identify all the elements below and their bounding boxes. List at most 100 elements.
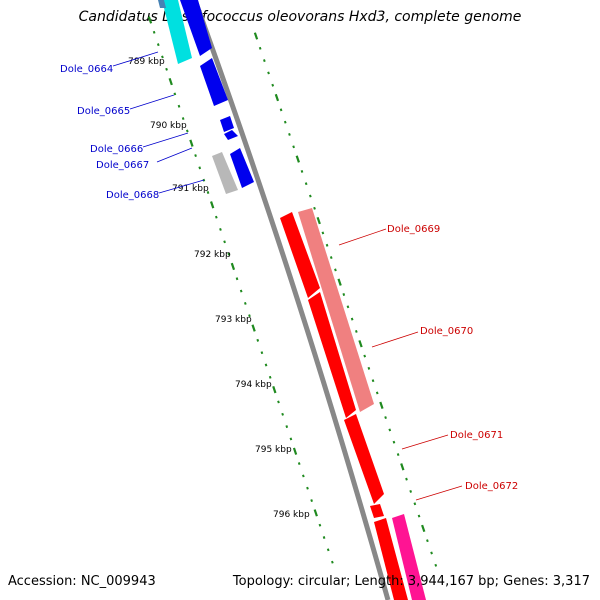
minor-tick <box>350 317 354 321</box>
gene-feature-blue-0667[interactable] <box>224 130 238 140</box>
minor-tick <box>260 351 264 355</box>
minor-tick <box>409 489 413 493</box>
minor-tick <box>288 133 291 136</box>
outer-tick-ring <box>253 32 438 567</box>
minor-tick <box>256 338 260 342</box>
major-tick <box>230 262 236 271</box>
leader-line <box>158 179 205 194</box>
gene-feature-red-0670[interactable] <box>308 292 356 418</box>
scale-label: 790 kbp <box>150 121 187 131</box>
minor-tick <box>371 379 375 383</box>
gene-labels-left: Dole_0664 Dole_0665 Dole_0666 Dole_0667 … <box>60 51 205 201</box>
gene-feature-red-0669[interactable] <box>280 212 320 298</box>
major-tick <box>210 201 215 209</box>
gene-feature-blue-0664[interactable] <box>180 0 212 56</box>
minor-tick <box>326 548 330 552</box>
major-tick <box>379 401 384 409</box>
gene-label-dole-0668[interactable]: Dole_0668 <box>106 190 159 201</box>
minor-tick <box>271 83 275 87</box>
leader-line <box>371 331 419 348</box>
leader-line <box>156 147 193 163</box>
minor-tick <box>267 71 270 75</box>
gene-label-dole-0671[interactable]: Dole_0671 <box>450 430 503 441</box>
minor-tick <box>396 453 400 456</box>
gene-feature-steelblue[interactable] <box>158 0 166 8</box>
minor-tick <box>313 206 316 210</box>
major-tick <box>313 509 318 517</box>
gene-label-dole-0672[interactable]: Dole_0672 <box>465 481 518 492</box>
gene-label-dole-0667[interactable]: Dole_0667 <box>96 160 149 171</box>
major-tick <box>316 216 321 225</box>
minor-tick <box>279 108 283 112</box>
minor-tick <box>292 145 295 149</box>
gene-label-dole-0665[interactable]: Dole_0665 <box>77 106 130 117</box>
gene-label-dole-0666[interactable]: Dole_0666 <box>90 144 143 155</box>
minor-tick <box>173 92 177 96</box>
minor-tick <box>405 477 408 481</box>
minor-tick <box>363 354 367 358</box>
gene-feature-salmon-0669[interactable] <box>298 208 374 412</box>
scale-label: 794 kbp <box>235 380 272 390</box>
major-tick <box>272 385 277 394</box>
minor-tick <box>181 117 185 121</box>
minor-tick <box>152 30 156 34</box>
gene-feature-blue-0665[interactable] <box>200 58 228 106</box>
minor-tick <box>161 55 164 59</box>
gene-label-dole-0669[interactable]: Dole_0669 <box>387 224 440 235</box>
gene-feature-red-lower[interactable] <box>374 518 408 600</box>
minor-tick <box>198 166 202 170</box>
gene-label-dole-0664[interactable]: Dole_0664 <box>60 64 113 75</box>
minor-tick <box>355 329 358 333</box>
gene-feature-red-0671[interactable] <box>344 414 384 504</box>
scale-labels: 789 kbp 790 kbp 791 kbp 792 kbp 793 kbp … <box>128 57 310 520</box>
gene-feature-gray-0668[interactable] <box>212 152 238 194</box>
minor-tick <box>367 366 371 370</box>
topology-text: Topology: circular; Length: 3,944,167 bp… <box>232 574 590 589</box>
minor-tick <box>289 437 293 441</box>
major-tick <box>421 524 426 533</box>
major-tick <box>358 340 363 348</box>
major-tick <box>147 16 153 24</box>
leader-line <box>415 485 463 501</box>
scale-label: 791 kbp <box>172 184 209 194</box>
minor-tick <box>392 440 396 444</box>
leader-line <box>338 228 387 246</box>
minor-tick <box>227 252 231 256</box>
gene-label-dole-0670[interactable]: Dole_0670 <box>420 326 473 337</box>
minor-tick <box>300 169 304 173</box>
minor-tick <box>235 277 239 281</box>
minor-tick <box>388 428 392 432</box>
major-tick <box>337 278 342 286</box>
gene-feature-red-0672[interactable] <box>370 504 384 518</box>
minor-tick <box>283 120 287 124</box>
scale-label: 796 kbp <box>273 510 310 520</box>
minor-tick <box>325 243 329 247</box>
minor-tick <box>277 400 280 404</box>
minor-tick <box>321 231 325 235</box>
minor-tick <box>426 539 429 543</box>
minor-tick <box>417 514 421 518</box>
gene-feature-blue-0666[interactable] <box>220 116 234 132</box>
gene-feature-pink-lower[interactable] <box>392 514 426 600</box>
leader-line <box>142 132 189 148</box>
minor-tick <box>223 240 226 244</box>
minor-tick <box>156 43 160 47</box>
minor-tick <box>434 563 438 567</box>
major-tick <box>168 77 173 86</box>
minor-tick <box>322 536 326 539</box>
minor-tick <box>346 305 350 309</box>
minor-tick <box>309 194 312 198</box>
minor-tick <box>258 46 262 50</box>
minor-tick <box>342 293 346 296</box>
minor-tick <box>430 551 433 555</box>
major-tick <box>295 155 300 163</box>
minor-tick <box>268 375 272 379</box>
gene-feature-cyan[interactable] <box>162 0 192 64</box>
gene-features-right <box>280 208 426 600</box>
minor-tick <box>239 289 243 293</box>
minor-tick <box>375 391 379 395</box>
gene-feature-blue-0668[interactable] <box>230 148 254 188</box>
scale-label: 795 kbp <box>255 445 292 455</box>
minor-tick <box>243 301 247 305</box>
